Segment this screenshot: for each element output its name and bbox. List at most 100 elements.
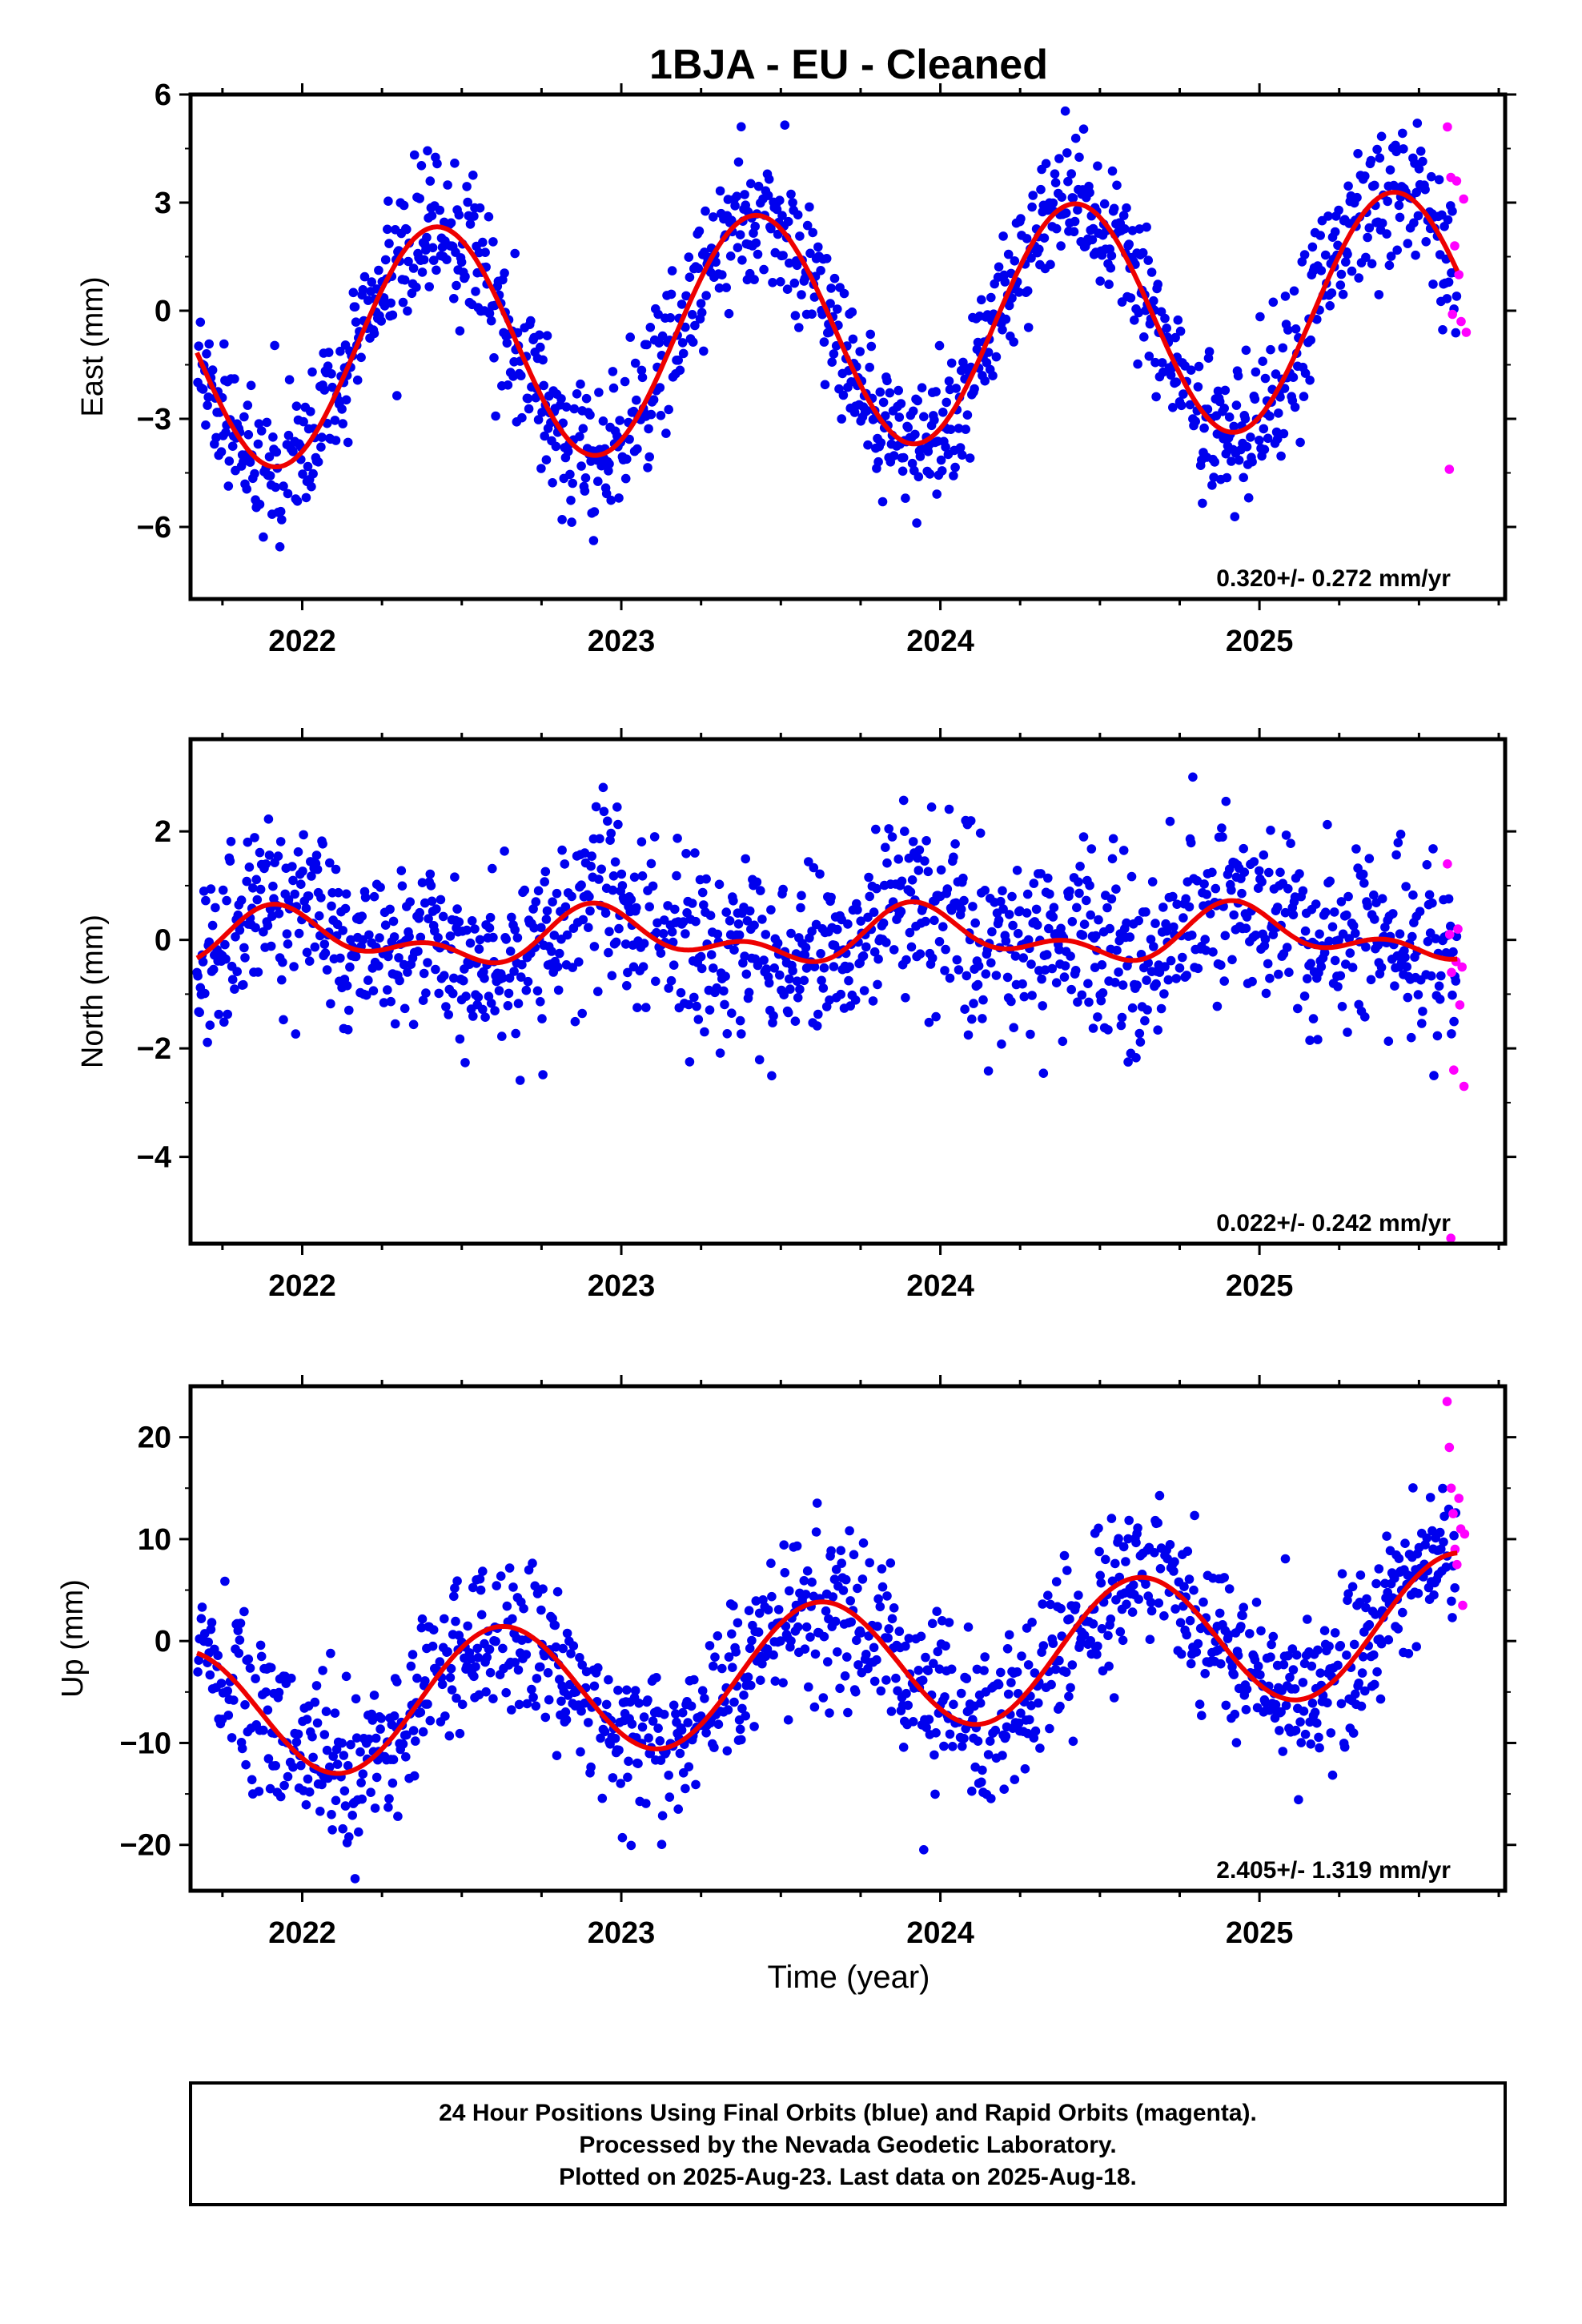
up-final-point: [452, 1576, 462, 1586]
east-final-point: [449, 294, 459, 304]
north-final-point: [1329, 907, 1339, 917]
east-final-point: [1162, 324, 1171, 333]
up-final-point: [343, 1761, 353, 1771]
east-final-point: [896, 399, 906, 408]
east-final-point: [675, 365, 685, 376]
north-final-point: [1031, 904, 1042, 915]
east-final-point: [1087, 235, 1098, 245]
north-final-point: [769, 1011, 778, 1021]
east-final-point: [327, 382, 337, 392]
north-final-point: [1074, 877, 1083, 887]
up-final-point: [245, 1663, 255, 1673]
north-final-point: [945, 973, 955, 983]
north-final-point: [529, 923, 539, 933]
east-final-point: [1127, 226, 1138, 235]
up-final-point: [1012, 1667, 1022, 1677]
north-final-point: [540, 866, 551, 877]
up-final-point: [1055, 1701, 1065, 1711]
north-final-point: [651, 976, 661, 987]
north-final-point: [1123, 1057, 1133, 1067]
up-final-point: [1429, 1590, 1439, 1600]
up-final-point: [845, 1596, 855, 1606]
east-final-point: [207, 365, 218, 375]
east-final-point: [1142, 222, 1151, 232]
north-final-point: [287, 862, 297, 871]
east-final-point: [1289, 286, 1299, 296]
up-final-point: [1303, 1614, 1312, 1624]
up-final-point: [1050, 1664, 1061, 1675]
east-final-point: [480, 247, 490, 258]
east-final-point: [384, 239, 394, 248]
east-final-point: [1250, 394, 1260, 404]
north-final-point: [1272, 903, 1283, 912]
north-final-point: [1162, 926, 1171, 936]
up-final-point: [898, 1743, 909, 1752]
up-final-point: [948, 1742, 958, 1751]
east-final-point: [1443, 277, 1454, 287]
north-final-point: [1159, 989, 1169, 999]
east-final-point: [380, 255, 391, 265]
up-final-point: [1281, 1700, 1291, 1711]
up-final-point: [239, 1606, 249, 1617]
up-final-point: [463, 1621, 472, 1631]
east-final-point: [753, 249, 763, 259]
north-final-point: [1156, 1003, 1166, 1014]
east-final-point: [1062, 148, 1072, 158]
north-final-point: [1280, 907, 1291, 918]
up-final-point: [1179, 1582, 1189, 1591]
up-final-point: [616, 1779, 625, 1788]
north-final-point: [681, 929, 690, 939]
up-final-point: [551, 1642, 561, 1652]
up-final-point: [1145, 1634, 1155, 1644]
up-final-point: [275, 1791, 286, 1802]
east-final-point: [666, 289, 677, 300]
north-final-point: [864, 872, 873, 883]
north-final-point: [221, 954, 231, 964]
north-final-point: [416, 932, 426, 943]
north-final-point: [1207, 867, 1217, 878]
east-ytick-label: 6: [155, 78, 171, 112]
north-final-point: [749, 920, 759, 931]
up-final-point: [1357, 1668, 1367, 1678]
up-final-point: [331, 1744, 342, 1755]
up-final-point: [1355, 1598, 1365, 1607]
caption-box: [189, 2081, 1507, 2206]
up-final-point: [1447, 1613, 1457, 1622]
up-final-point: [247, 1775, 257, 1785]
up-final-point: [833, 1647, 842, 1657]
east-final-point: [404, 256, 413, 267]
north-final-point: [901, 993, 910, 1003]
up-final-point: [1038, 1641, 1049, 1651]
north-final-point: [612, 802, 622, 812]
up-final-point: [783, 1715, 793, 1725]
north-final-point: [1018, 953, 1028, 963]
east-model-curve: [195, 190, 1460, 469]
up-final-point: [1051, 1577, 1062, 1586]
north-final-point: [198, 957, 208, 967]
caption-line-3: Plotted on 2025-Aug-23. Last data on 202…: [559, 2164, 1137, 2190]
east-final-point: [1320, 250, 1331, 260]
north-final-point: [611, 937, 621, 947]
up-final-point: [220, 1576, 230, 1586]
east-final-point: [580, 473, 591, 483]
north-final-point: [1208, 947, 1218, 957]
up-final-point: [508, 1614, 517, 1624]
north-final-point: [578, 915, 588, 925]
north-final-point: [1451, 976, 1461, 986]
east-final-point: [565, 469, 575, 480]
up-final-point: [700, 1694, 709, 1703]
north-final-point: [761, 930, 771, 939]
north-final-point: [1001, 936, 1011, 946]
north-final-point: [345, 962, 355, 972]
north-final-point: [449, 973, 459, 983]
north-final-point: [1202, 890, 1212, 899]
up-final-point: [744, 1606, 754, 1615]
north-final-point: [219, 1017, 229, 1027]
up-final-point: [623, 1772, 632, 1783]
north-final-point: [800, 950, 810, 960]
north-final-point: [1135, 1037, 1146, 1047]
north-final-point: [288, 875, 298, 886]
east-final-point: [1061, 208, 1071, 218]
east-rapid-point: [1444, 464, 1455, 474]
north-final-point: [555, 948, 564, 959]
